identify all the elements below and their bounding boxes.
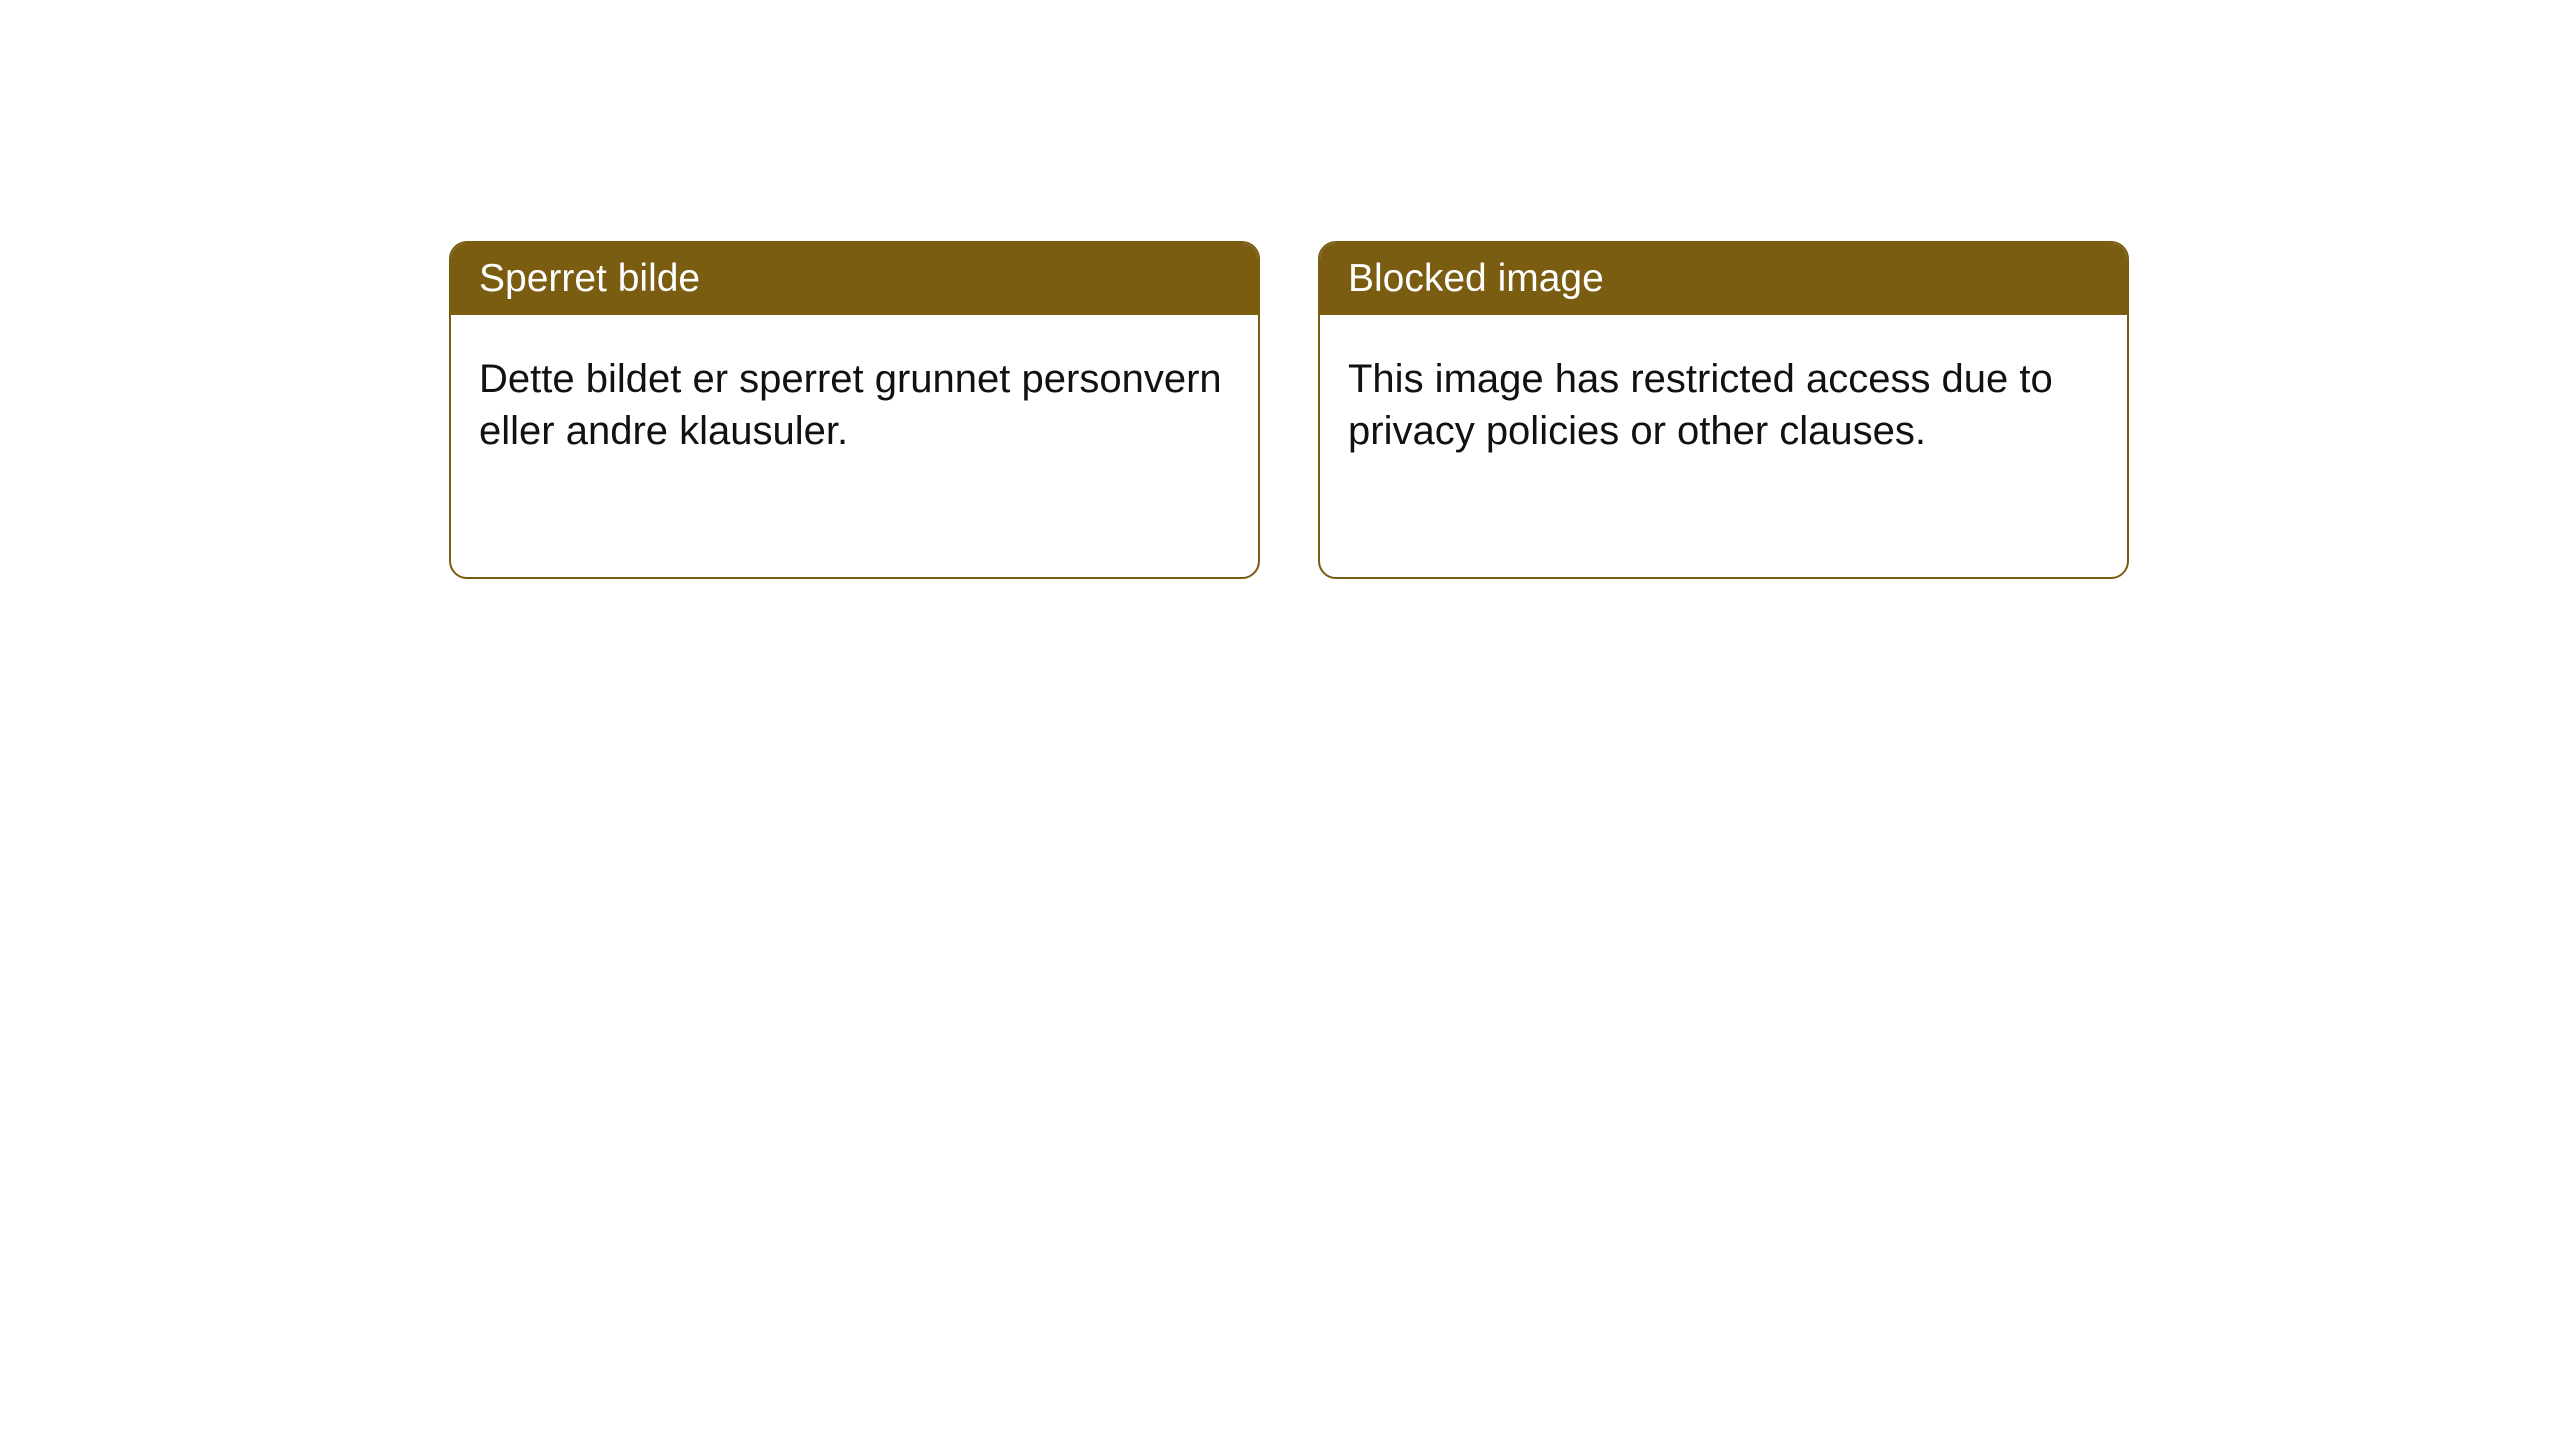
card-body: This image has restricted access due to … (1320, 315, 2127, 495)
card-body: Dette bildet er sperret grunnet personve… (451, 315, 1258, 495)
card-body-text: Dette bildet er sperret grunnet personve… (479, 357, 1222, 453)
card-header: Blocked image (1320, 243, 2127, 315)
card-header-text: Sperret bilde (479, 257, 700, 300)
notice-container: Sperret bilde Dette bildet er sperret gr… (449, 241, 2129, 579)
card-header: Sperret bilde (451, 243, 1258, 315)
card-body-text: This image has restricted access due to … (1348, 357, 2053, 453)
notice-card-english: Blocked image This image has restricted … (1318, 241, 2129, 579)
card-header-text: Blocked image (1348, 257, 1604, 300)
notice-card-norwegian: Sperret bilde Dette bildet er sperret gr… (449, 241, 1260, 579)
